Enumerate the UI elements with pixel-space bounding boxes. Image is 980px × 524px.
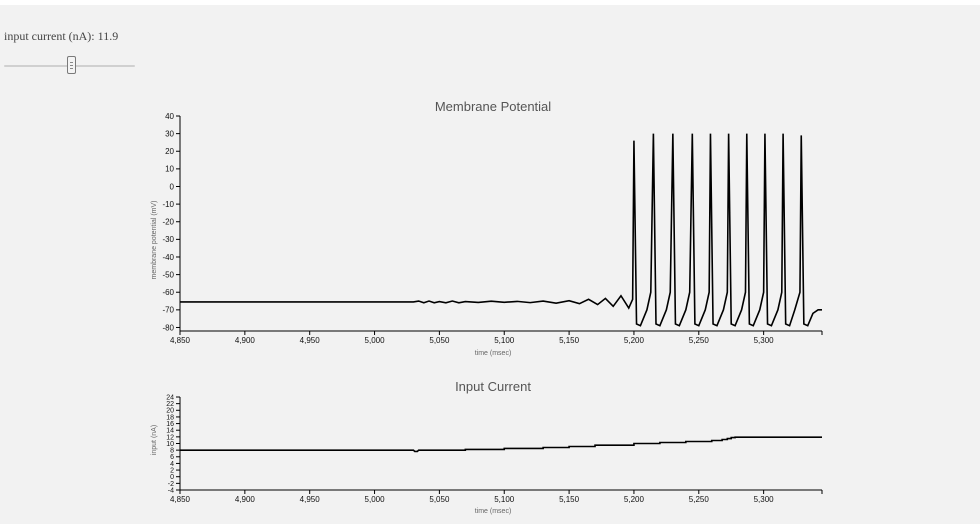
x-tick-label: 5,100 (494, 495, 515, 504)
x-tick-label: 4,850 (170, 336, 191, 345)
series-line (180, 436, 822, 453)
y-tick-label: 6 (170, 454, 174, 461)
x-tick-label: 5,050 (429, 495, 450, 504)
x-tick-label: 4,900 (235, 495, 256, 504)
chart-title: Membrane Potential (435, 99, 551, 114)
series-line (180, 133, 822, 327)
y-tick-label: -60 (162, 288, 174, 297)
membrane-potential-chart: Membrane Potential membrane potential (m… (151, 99, 823, 357)
x-tick-label: 5,150 (559, 336, 580, 345)
y-tick-label: -2 (168, 481, 174, 488)
y-tick-label: 20 (166, 408, 174, 415)
y-tick-label: -4 (168, 487, 174, 494)
y-tick-label: 22 (166, 401, 174, 408)
x-tick-label: 5,150 (559, 495, 580, 504)
y-tick-label: 30 (165, 129, 174, 138)
y-tick-label: -30 (162, 235, 174, 244)
slider-thumb[interactable] (67, 56, 77, 74)
y-tick-label: 0 (170, 182, 175, 191)
x-axis-label: time (msec) (475, 508, 512, 515)
y-axis-label: membrane potential (mV) (151, 201, 158, 280)
y-tick-label: -10 (162, 200, 174, 209)
y-tick-label: -40 (162, 253, 174, 262)
chart-title: Input Current (455, 379, 531, 394)
x-tick-label: 4,950 (300, 336, 321, 345)
y-axis-label: input (nA) (151, 425, 158, 455)
x-tick-label: 5,000 (365, 336, 386, 345)
y-tick-label: 16 (166, 421, 174, 428)
y-tick-label: 0 (170, 474, 174, 481)
x-axis-label: time (msec) (475, 350, 512, 357)
input-current-slider[interactable] (4, 56, 135, 76)
x-tick-label: 4,950 (300, 495, 321, 504)
y-tick-label: 40 (165, 112, 174, 121)
x-tick-label: 5,100 (494, 336, 515, 345)
y-tick-label: -20 (162, 218, 174, 227)
y-tick-label: 24 (166, 394, 174, 401)
y-tick-label: 10 (165, 165, 174, 174)
x-tick-label: 5,250 (689, 336, 710, 345)
x-tick-label: 4,850 (170, 495, 191, 504)
y-tick-label: 8 (170, 448, 174, 455)
x-tick-label: 5,000 (365, 495, 386, 504)
y-tick-label: -50 (162, 270, 174, 279)
y-tick-label: 2 (170, 468, 174, 475)
y-tick-label: 14 (166, 428, 174, 435)
y-tick-label: 10 (166, 441, 174, 448)
x-tick-label: 5,300 (754, 336, 775, 345)
x-tick-label: 5,200 (624, 336, 645, 345)
x-tick-label: 5,250 (689, 495, 710, 504)
input-current-control: input current (nA): 11.9 (4, 27, 118, 45)
y-tick-label: -70 (162, 306, 174, 315)
y-tick-label: 18 (166, 414, 174, 421)
x-tick-label: 5,050 (429, 336, 450, 345)
input-current-label: input current (nA): 11.9 (4, 29, 119, 43)
x-tick-label: 4,900 (235, 336, 256, 345)
y-tick-label: 20 (165, 147, 174, 156)
top-bar (0, 0, 980, 5)
x-tick-label: 5,300 (754, 495, 775, 504)
y-tick-label: 12 (166, 434, 174, 441)
y-tick-label: 4 (170, 461, 174, 468)
y-tick-label: -80 (162, 323, 174, 332)
x-tick-label: 5,200 (624, 495, 645, 504)
